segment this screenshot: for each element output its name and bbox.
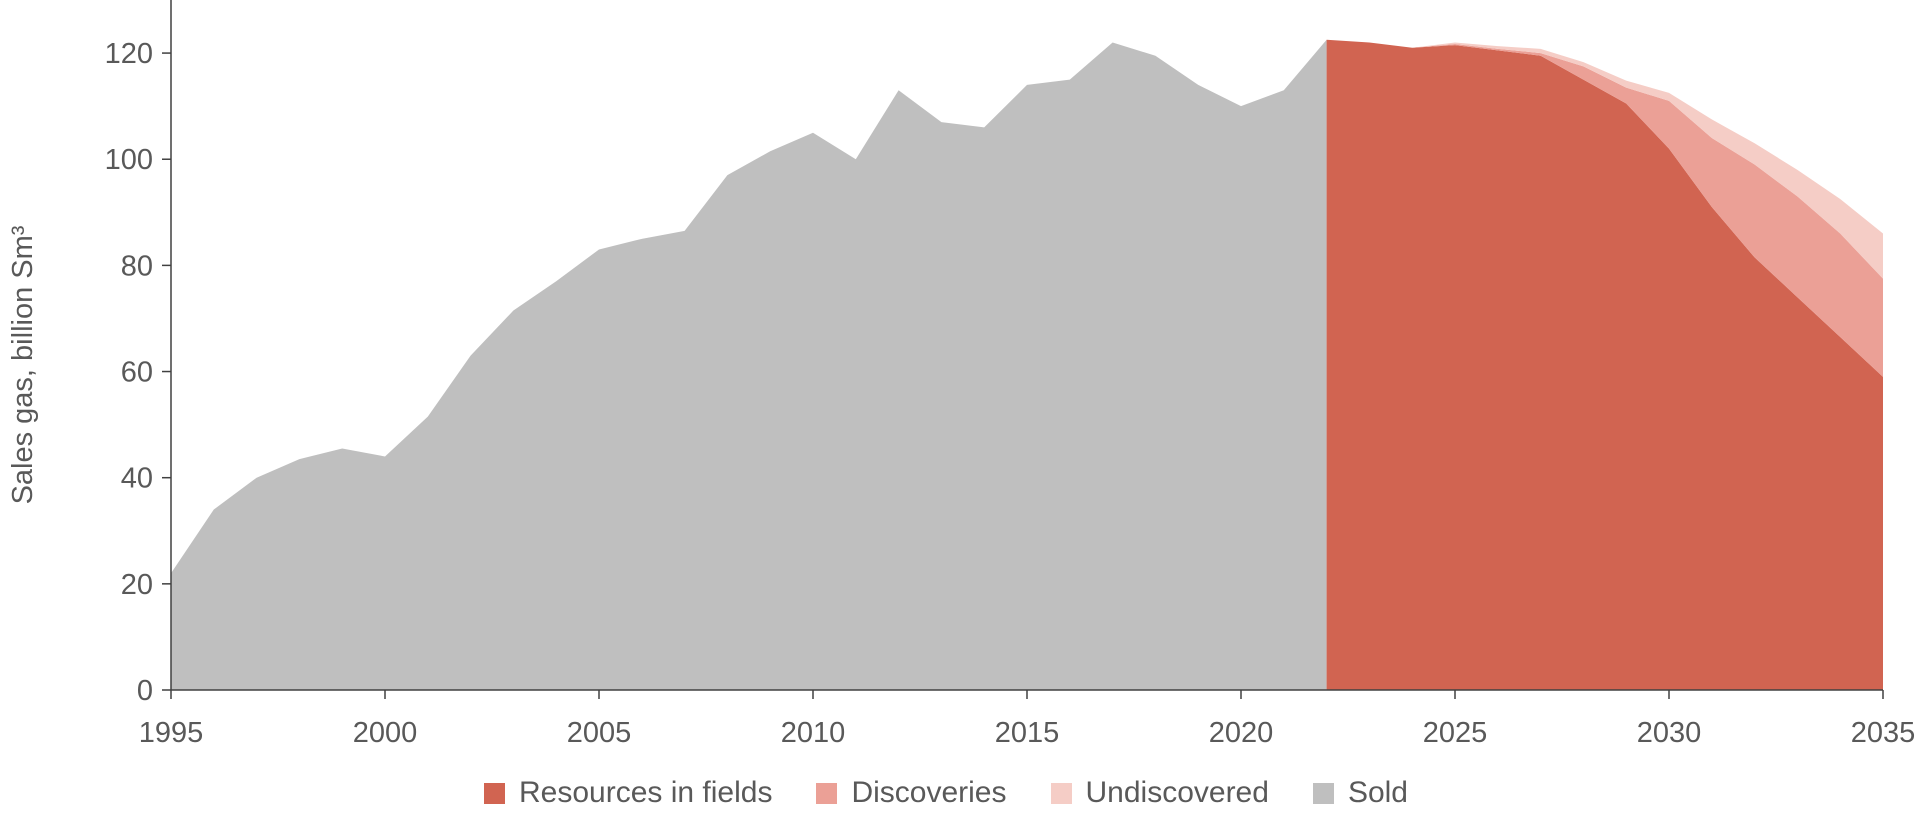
y-tick-label-0: 0 (137, 675, 153, 707)
legend-swatch-resources-in-fields (484, 782, 505, 804)
legend: Resources in fields Discoveries Undiscov… (484, 776, 1408, 810)
legend-item-resources-in-fields: Resources in fields (484, 776, 772, 810)
area-discoveries (1326, 39, 1883, 377)
x-tick-label-2015: 2015 (995, 717, 1060, 749)
y-tick-label-80: 80 (121, 250, 153, 282)
legend-label-resources-in-fields: Resources in fields (519, 776, 773, 809)
x-tick-label-2005: 2005 (567, 717, 632, 749)
x-tick-label-1995: 1995 (139, 717, 204, 749)
legend-item-undiscovered: Undiscovered (1050, 776, 1269, 810)
x-tick-label-2030: 2030 (1637, 717, 1702, 749)
legend-label-undiscovered: Undiscovered (1085, 776, 1269, 809)
y-axis-title: Sales gas, billion Sm³ (7, 225, 39, 504)
x-tick-label-2025: 2025 (1423, 717, 1488, 749)
chart-areas (171, 39, 1883, 691)
legend-swatch-discoveries (816, 782, 838, 804)
chart-axes: 0 20 40 60 80 100 120 1995 2000 2005 2010 2015 2020 2… (105, 0, 1916, 749)
x-tick-label-2020: 2020 (1209, 717, 1274, 749)
y-tick-label-120: 120 (105, 38, 153, 70)
legend-item-discoveries: Discoveries (816, 776, 1007, 810)
area-undiscovered (1326, 39, 1883, 279)
x-tick-label-2010: 2010 (781, 717, 846, 749)
y-tick-label-40: 40 (121, 463, 153, 495)
legend-swatch-sold (1312, 782, 1334, 804)
legend-label-sold: Sold (1347, 776, 1408, 809)
legend-label-discoveries: Discoveries (851, 776, 1007, 809)
y-tick-label-100: 100 (105, 144, 153, 176)
legend-item-sold: Sold (1312, 776, 1408, 810)
y-tick-label-60: 60 (121, 357, 153, 389)
legend-swatch-undiscovered (1050, 782, 1072, 804)
y-tick-label-20: 20 (121, 569, 153, 601)
area-sold (171, 39, 1327, 691)
area-resources-in-fields (1326, 39, 1883, 691)
x-tick-label-2035: 2035 (1851, 717, 1916, 749)
x-tick-label-2000: 2000 (353, 717, 418, 749)
